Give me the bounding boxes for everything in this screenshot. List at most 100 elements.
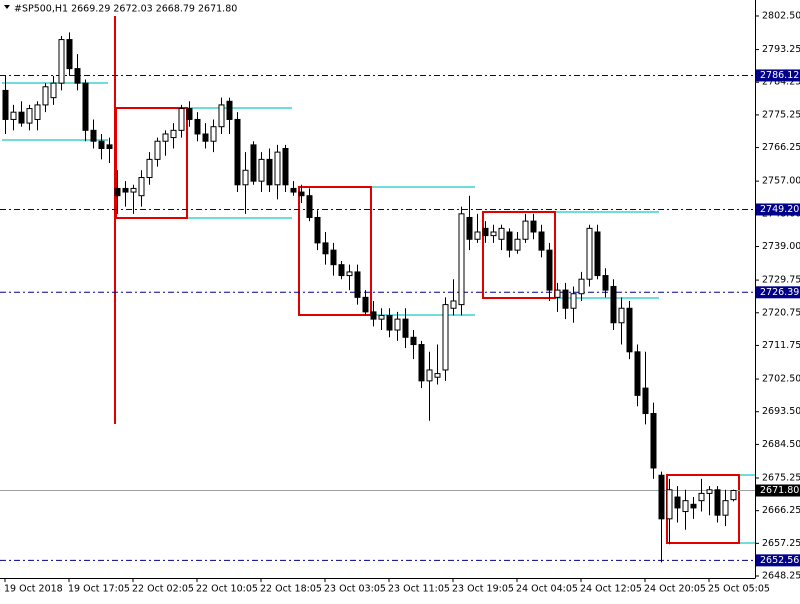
candle-body <box>10 111 17 120</box>
candle-body <box>82 82 89 131</box>
candle-body <box>90 129 97 142</box>
candle-body <box>650 413 657 469</box>
candle-body <box>674 496 681 509</box>
candle-body <box>74 68 81 84</box>
x-tick-label: 23 Oct 03:05 <box>324 584 386 595</box>
x-tick-label: 24 Oct 20:05 <box>644 584 706 595</box>
y-tick-label: 2784.25 <box>762 77 800 88</box>
box <box>115 107 188 219</box>
candle-body <box>402 318 409 338</box>
candle-body <box>690 503 697 509</box>
candle-body <box>210 126 217 142</box>
candle-body <box>178 108 185 131</box>
candle-body <box>706 489 713 494</box>
candle-body <box>146 158 153 179</box>
candle-body <box>42 86 49 106</box>
candle-body <box>594 231 601 277</box>
current-price-label: 2671.80 <box>760 485 799 496</box>
candle-body <box>626 307 633 353</box>
level-label-box <box>756 69 800 82</box>
candle-body <box>578 278 585 295</box>
y-tick-label: 2720.75 <box>762 307 800 318</box>
candle-body <box>314 216 321 244</box>
candle-body <box>666 489 673 520</box>
y-tick-label: 2693.50 <box>762 406 800 417</box>
x-tick-label: 24 Oct 04:05 <box>516 584 578 595</box>
y-tick-label: 2775.25 <box>762 109 800 120</box>
candle-body <box>66 39 73 70</box>
candle-body <box>410 336 417 346</box>
candle-body <box>170 129 177 139</box>
level-label-box <box>756 203 800 216</box>
y-tick-label: 2729.75 <box>762 275 800 286</box>
candle-body <box>26 108 33 124</box>
candle-body <box>642 387 649 415</box>
candle-body <box>98 140 105 149</box>
candle-body <box>370 311 377 320</box>
candle-body <box>162 133 169 142</box>
current-price-box <box>756 484 800 497</box>
candle-body <box>634 351 641 396</box>
candle-body <box>442 304 449 371</box>
candle-body <box>538 231 545 251</box>
x-tick-label: 22 Oct 02:05 <box>132 584 194 595</box>
x-tick-label: 24 Oct 12:05 <box>580 584 642 595</box>
box <box>298 186 372 316</box>
x-tick-label: 19 Oct 2018 <box>4 584 63 595</box>
candle-body <box>322 242 329 255</box>
candle-body <box>242 169 249 186</box>
axis: 2802.50 2793.25 2784.25 2775.25 2766.25 2757.… <box>4 10 800 595</box>
candle-body <box>618 307 625 324</box>
candle-body <box>554 289 561 298</box>
candle-body <box>586 227 593 280</box>
candle-body <box>682 500 689 513</box>
candle-body <box>394 318 401 331</box>
candle-body <box>506 231 513 251</box>
level-label: 2652.56 <box>760 555 799 566</box>
level-label-box <box>756 286 800 299</box>
candles <box>2 32 737 563</box>
candle-body <box>362 296 369 313</box>
candle-body <box>298 191 305 197</box>
x-tick-label: 22 Oct 10:05 <box>196 584 258 595</box>
candle-body <box>338 264 345 277</box>
candle-body <box>186 108 193 120</box>
candle-body <box>18 111 25 124</box>
candle-body <box>34 104 41 120</box>
y-tick-label: 2739.00 <box>762 241 800 252</box>
y-tick-label: 2648.25 <box>762 571 800 582</box>
candle-body <box>2 89 9 120</box>
candle-body <box>418 344 425 382</box>
level-label: 2726.39 <box>760 287 799 298</box>
candle-body <box>106 144 113 149</box>
candle-body <box>434 373 441 378</box>
candle-body <box>426 369 433 382</box>
candle-body <box>490 231 497 237</box>
candle-body <box>234 118 241 186</box>
candle-body <box>122 187 129 193</box>
candle-body <box>378 315 385 320</box>
candle-body <box>114 187 121 197</box>
candle-body <box>658 474 665 520</box>
candle-body <box>130 187 137 193</box>
candle-body <box>474 231 481 240</box>
candle-body <box>570 293 577 309</box>
candle-body <box>258 158 265 182</box>
candle-body <box>562 289 569 309</box>
y-tick-label: 2675.25 <box>762 472 800 483</box>
candle-body <box>274 151 281 186</box>
candle-body <box>602 275 609 291</box>
candle-body <box>226 100 233 120</box>
title-icon <box>4 5 10 9</box>
candle-body <box>194 118 201 135</box>
box <box>482 211 556 299</box>
y-tick-label: 2657.25 <box>762 538 800 549</box>
level-label-box <box>756 554 800 567</box>
candle-body <box>546 249 553 291</box>
y-tick-label: 2757.00 <box>762 176 800 187</box>
candle-body <box>218 104 225 128</box>
candle-body <box>610 285 617 324</box>
x-tick-label: 23 Oct 19:05 <box>452 584 514 595</box>
x-tick-label: 25 Oct 05:05 <box>708 584 770 595</box>
x-tick-label: 22 Oct 18:05 <box>260 584 322 595</box>
